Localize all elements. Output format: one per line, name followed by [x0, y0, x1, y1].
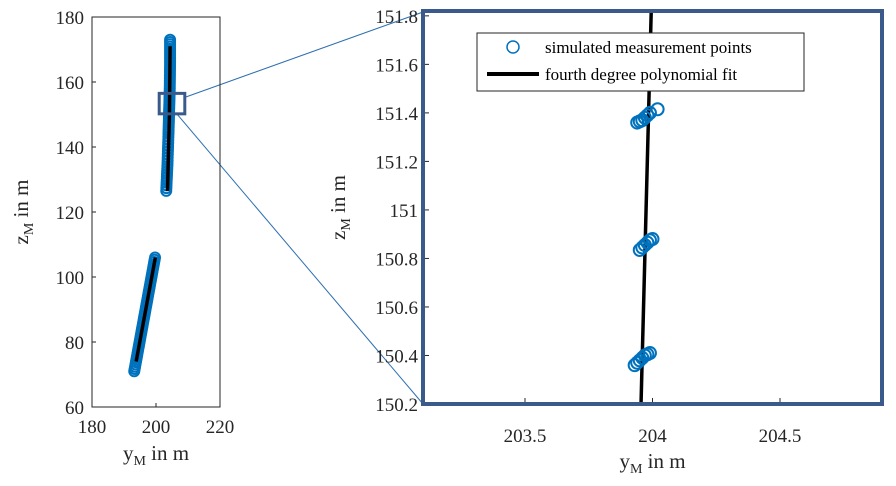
overview-axes-frame — [91, 16, 221, 408]
overview-y-axis-label-main: z — [9, 235, 33, 244]
overview-x-tick-label: 200 — [142, 417, 171, 438]
zoomed-plot: 203.5 204 204.5 150.2 150.4 150.6 150.8 151 151.… — [326, 7, 884, 477]
zoomed-data-point — [642, 346, 657, 361]
zoomed-y-tick-label: 151.8 — [375, 7, 418, 28]
overview-y-axis-label: zM in m — [9, 180, 37, 245]
overview-y-tick-label: 100 — [56, 268, 85, 289]
zoomed-x-axis-label-sub: M — [630, 462, 643, 477]
zoom-connector-top — [184, 11, 424, 98]
overview-y-tick-label: 120 — [56, 203, 85, 224]
zoomed-axes-frame — [421, 9, 884, 406]
zoomed-y-tick-label: 151.6 — [375, 55, 418, 76]
zoom-connector-bottom — [176, 113, 424, 405]
zoomed-y-tick-label: 151 — [390, 201, 419, 222]
overview-x-axis-label-suffix: in m — [146, 441, 189, 465]
zoomed-data-point — [640, 108, 655, 123]
legend: simulated measurement points fourth degr… — [476, 32, 805, 92]
legend-entry-fit: fourth degree polynomial fit — [545, 65, 737, 84]
overview-y-tick-label: 160 — [56, 73, 85, 94]
zoom-region-box — [157, 91, 187, 116]
overview-y-tick-label: 60 — [65, 398, 84, 419]
overview-y-axis-label-suffix: in m — [9, 180, 33, 223]
zoomed-x-tick-label: 203.5 — [504, 426, 547, 447]
zoomed-y-axis-label-suffix: in m — [326, 175, 350, 218]
overview-y-tick-label: 140 — [56, 138, 85, 159]
overview-x-axis-label-main: y — [123, 441, 134, 465]
zoomed-y-tick-label: 151.2 — [375, 152, 418, 173]
zoomed-data-point — [645, 232, 660, 247]
zoomed-data-point — [642, 105, 657, 120]
overview-data-layer — [128, 33, 177, 378]
zoomed-x-axis-label-suffix: in m — [642, 449, 685, 473]
zoomed-x-tick-label: 204.5 — [759, 426, 802, 447]
zoomed-y-tick-label: 150.8 — [375, 249, 418, 270]
legend-box — [476, 32, 805, 92]
overview-y-tick-label: 80 — [65, 333, 84, 354]
overview-x-axis-label: yM in m — [123, 441, 189, 469]
overview-y-axis-label-sub: M — [22, 222, 37, 235]
zoomed-y-tick-label: 150.2 — [375, 395, 418, 416]
zoomed-x-axis-label-main: y — [619, 449, 630, 473]
overview-y-tick-label: 180 — [56, 8, 85, 29]
zoomed-x-axis-label: yM in m — [619, 449, 685, 477]
overview-x-axis-label-sub: M — [133, 454, 146, 469]
overview-x-tick-label: 220 — [206, 417, 235, 438]
legend-entry-points: simulated measurement points — [545, 38, 752, 57]
overview-ticks: 180 200 220 60 80 100 120 140 160 180 — [56, 8, 235, 438]
zoomed-y-axis-label: zM in m — [326, 175, 354, 240]
zoomed-y-axis-label-main: z — [326, 231, 350, 240]
zoomed-data-point — [650, 102, 665, 117]
zoomed-y-tick-label: 150.6 — [375, 298, 418, 319]
zoomed-x-tick-label: 204 — [638, 426, 667, 447]
overview-x-tick-label: 180 — [78, 417, 107, 438]
zoomed-ticks: 203.5 204 204.5 150.2 150.4 150.6 150.8 151 151.… — [375, 7, 801, 447]
overview-data-point — [164, 33, 177, 46]
zoomed-y-tick-label: 150.4 — [375, 346, 418, 367]
legend-marker-points — [506, 40, 520, 54]
zoomed-y-tick-label: 151.4 — [375, 104, 418, 125]
overview-fit-line — [134, 257, 158, 362]
zoomed-y-axis-label-sub: M — [339, 218, 354, 231]
